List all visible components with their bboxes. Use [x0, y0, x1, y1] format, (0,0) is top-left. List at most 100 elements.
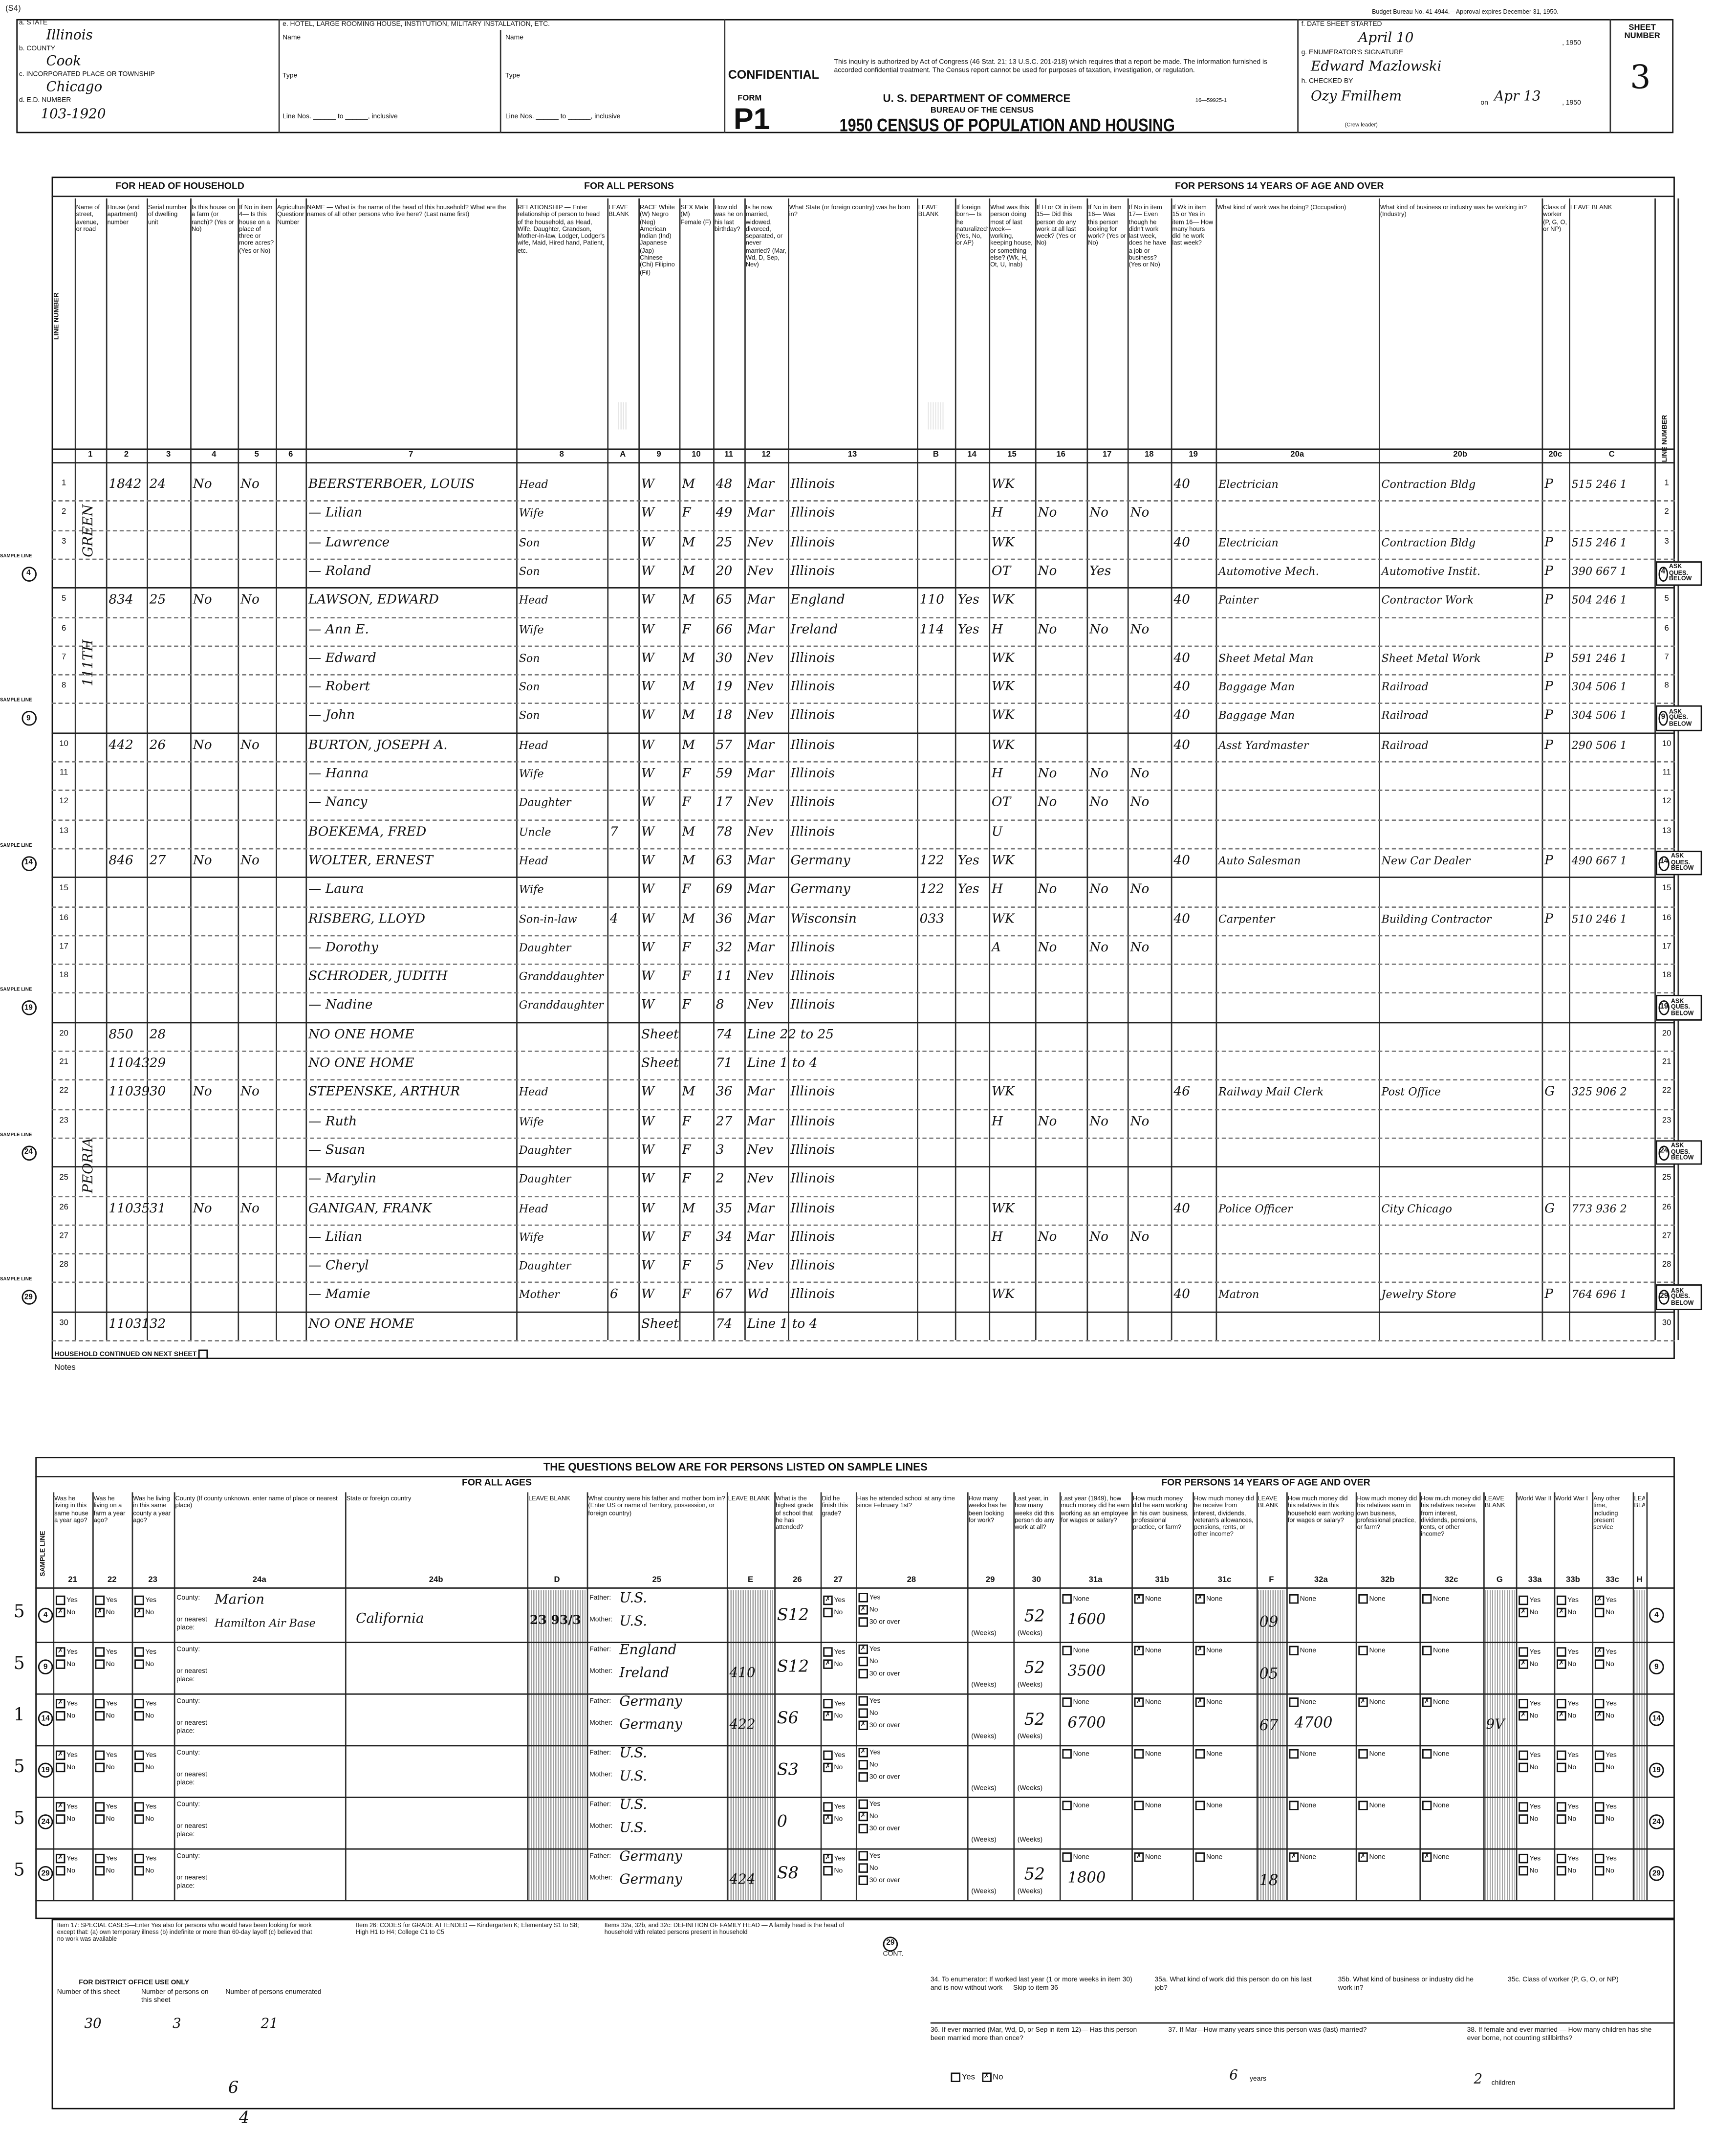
no-checkbox[interactable]	[55, 1866, 65, 1876]
yes-checkbox[interactable]	[823, 1647, 833, 1657]
no-checkbox[interactable]: ✗	[823, 1762, 833, 1773]
thirty-checkbox[interactable]	[858, 1772, 868, 1782]
yes-checkbox[interactable]	[95, 1750, 105, 1760]
q36-no-checkbox[interactable]: ✗	[981, 2072, 992, 2082]
yes-checkbox[interactable]	[134, 1699, 144, 1709]
yes-checkbox[interactable]	[858, 1593, 868, 1603]
thirty-checkbox[interactable]	[858, 1823, 868, 1834]
yes-checkbox[interactable]	[95, 1647, 105, 1657]
no-checkbox[interactable]	[1519, 1866, 1528, 1876]
no-checkbox[interactable]	[55, 1762, 65, 1773]
yes-checkbox[interactable]: ✗	[55, 1750, 65, 1760]
no-checkbox[interactable]	[95, 1711, 105, 1721]
no-checkbox[interactable]	[55, 1711, 65, 1721]
no-checkbox[interactable]	[1557, 1814, 1566, 1824]
yes-checkbox[interactable]	[1594, 1853, 1605, 1864]
none-checkbox[interactable]	[1289, 1749, 1299, 1759]
none-checkbox[interactable]	[1358, 1801, 1368, 1810]
none-checkbox[interactable]	[1422, 1801, 1432, 1810]
no-checkbox[interactable]	[134, 1866, 144, 1876]
no-checkbox[interactable]	[823, 1866, 833, 1876]
none-checkbox[interactable]	[1358, 1594, 1368, 1604]
none-checkbox[interactable]	[1195, 1801, 1205, 1810]
yes-checkbox[interactable]	[1557, 1750, 1566, 1760]
thirty-checkbox[interactable]	[858, 1875, 868, 1885]
none-checkbox[interactable]	[1422, 1594, 1432, 1604]
no-checkbox[interactable]: ✗	[1519, 1659, 1528, 1669]
no-checkbox[interactable]	[134, 1814, 144, 1824]
no-checkbox[interactable]	[1519, 1762, 1528, 1773]
yes-checkbox[interactable]	[1519, 1750, 1528, 1760]
none-checkbox[interactable]	[1358, 1646, 1368, 1656]
no-checkbox[interactable]	[134, 1659, 144, 1669]
no-checkbox[interactable]: ✗	[55, 1607, 65, 1618]
yes-checkbox[interactable]	[134, 1595, 144, 1605]
q36-yes-checkbox[interactable]	[951, 2072, 960, 2082]
none-checkbox[interactable]	[1289, 1697, 1299, 1707]
household-continued-checkbox[interactable]	[198, 1349, 208, 1359]
yes-checkbox[interactable]	[95, 1802, 105, 1812]
none-checkbox[interactable]	[1134, 1801, 1144, 1810]
none-checkbox[interactable]: ✗	[1358, 1697, 1368, 1707]
yes-checkbox[interactable]	[1557, 1853, 1566, 1864]
no-checkbox[interactable]	[1557, 1866, 1566, 1876]
yes-checkbox[interactable]	[858, 1851, 868, 1861]
no-checkbox[interactable]	[1594, 1866, 1605, 1876]
yes-checkbox[interactable]	[134, 1802, 144, 1812]
yes-checkbox[interactable]: ✗	[1594, 1647, 1605, 1657]
no-checkbox[interactable]: ✗	[134, 1607, 144, 1618]
none-checkbox[interactable]	[1422, 1749, 1432, 1759]
none-checkbox[interactable]: ✗	[1134, 1697, 1144, 1707]
yes-checkbox[interactable]	[1557, 1647, 1566, 1657]
thirty-checkbox[interactable]: ✗	[858, 1720, 868, 1730]
yes-checkbox[interactable]: ✗	[55, 1647, 65, 1657]
no-checkbox[interactable]	[1594, 1762, 1605, 1773]
none-checkbox[interactable]: ✗	[1422, 1852, 1432, 1862]
no-checkbox[interactable]: ✗	[1557, 1711, 1566, 1721]
thirty-checkbox[interactable]	[858, 1617, 868, 1627]
yes-checkbox[interactable]	[95, 1853, 105, 1864]
yes-checkbox[interactable]: ✗	[55, 1853, 65, 1864]
no-checkbox[interactable]	[858, 1656, 868, 1667]
yes-checkbox[interactable]	[134, 1750, 144, 1760]
yes-checkbox[interactable]: ✗	[858, 1644, 868, 1654]
yes-checkbox[interactable]	[858, 1696, 868, 1706]
yes-checkbox[interactable]	[1594, 1802, 1605, 1812]
no-checkbox[interactable]: ✗	[823, 1659, 833, 1669]
none-checkbox[interactable]: ✗	[1195, 1697, 1205, 1707]
yes-checkbox[interactable]: ✗	[858, 1748, 868, 1758]
no-checkbox[interactable]: ✗	[1519, 1607, 1528, 1618]
yes-checkbox[interactable]	[1594, 1750, 1605, 1760]
no-checkbox[interactable]: ✗	[1594, 1711, 1605, 1721]
yes-checkbox[interactable]	[1519, 1647, 1528, 1657]
yes-checkbox[interactable]	[1557, 1699, 1566, 1709]
no-checkbox[interactable]	[134, 1762, 144, 1773]
yes-checkbox[interactable]	[1594, 1699, 1605, 1709]
none-checkbox[interactable]	[1195, 1749, 1205, 1759]
no-checkbox[interactable]	[1594, 1607, 1605, 1618]
none-checkbox[interactable]	[1289, 1594, 1299, 1604]
none-checkbox[interactable]	[1195, 1852, 1205, 1862]
yes-checkbox[interactable]	[95, 1595, 105, 1605]
no-checkbox[interactable]: ✗	[1519, 1711, 1528, 1721]
yes-checkbox[interactable]: ✗	[55, 1699, 65, 1709]
no-checkbox[interactable]	[1519, 1814, 1528, 1824]
yes-checkbox[interactable]	[55, 1595, 65, 1605]
no-checkbox[interactable]: ✗	[1557, 1607, 1566, 1618]
yes-checkbox[interactable]	[1519, 1802, 1528, 1812]
yes-checkbox[interactable]: ✗	[823, 1853, 833, 1864]
no-checkbox[interactable]	[858, 1708, 868, 1718]
none-checkbox[interactable]	[1422, 1646, 1432, 1656]
none-checkbox[interactable]	[1062, 1697, 1072, 1707]
no-checkbox[interactable]: ✗	[95, 1607, 105, 1618]
no-checkbox[interactable]	[55, 1659, 65, 1669]
yes-checkbox[interactable]	[134, 1647, 144, 1657]
none-checkbox[interactable]: ✗	[1289, 1852, 1299, 1862]
thirty-checkbox[interactable]	[858, 1669, 868, 1679]
none-checkbox[interactable]	[1062, 1594, 1072, 1604]
none-checkbox[interactable]	[1289, 1646, 1299, 1656]
no-checkbox[interactable]: ✗	[1557, 1659, 1566, 1669]
yes-checkbox[interactable]	[1519, 1699, 1528, 1709]
yes-checkbox[interactable]	[1557, 1802, 1566, 1812]
none-checkbox[interactable]: ✗	[1134, 1646, 1144, 1656]
